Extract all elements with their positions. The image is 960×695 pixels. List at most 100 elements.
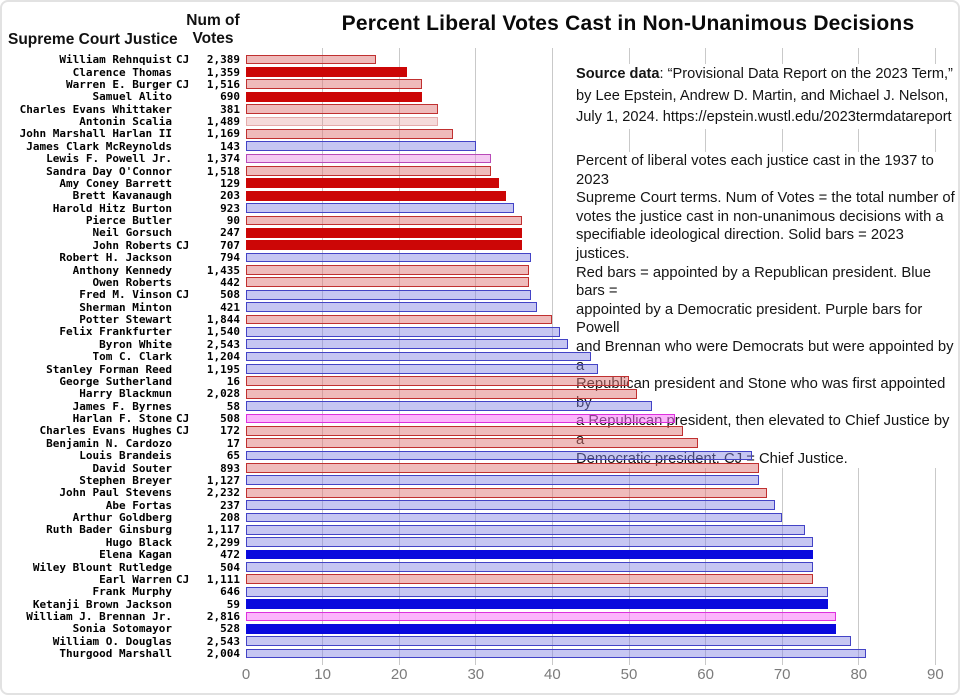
justice-row: Pierce Butler 90 [2, 214, 240, 227]
percent-bar [246, 227, 522, 238]
justice-name: Samuel Alito [92, 90, 172, 104]
justice-row: Warren E. Burger CJ 1,516 [2, 78, 240, 91]
justice-row: Stanley Forman Reed 1,195 [2, 363, 240, 376]
justice-row: Harlan F. Stone CJ 508 [2, 412, 240, 426]
votes-count: 1,844 [206, 313, 240, 327]
justice-name: Clarence Thomas [72, 65, 172, 79]
percent-bar [246, 240, 522, 251]
justice-name: James Clark McReynolds [26, 139, 172, 153]
justice-name: Sherman Minton [79, 300, 172, 314]
percent-bar [246, 438, 698, 449]
votes-count: 247 [220, 226, 240, 240]
votes-count: 421 [220, 300, 240, 314]
votes-count: 794 [220, 251, 240, 265]
percent-bar [246, 425, 683, 436]
source-note-label: Source data [576, 66, 660, 82]
votes-count: 2,004 [206, 647, 240, 661]
percent-bar [246, 289, 531, 300]
x-axis-tick-label: 30 [467, 666, 485, 683]
justice-name: Lewis F. Powell Jr. [46, 152, 172, 166]
justice-row: Sandra Day O'Connor 1,518 [2, 164, 240, 178]
percent-bar [246, 277, 530, 288]
justice-name: James F. Byrnes [72, 399, 172, 413]
justice-row: Wiley Blount Rutledge 504 [2, 560, 240, 574]
percent-bar [246, 413, 675, 424]
votes-count: 143 [220, 139, 240, 153]
justice-row: James F. Byrnes 58 [2, 399, 240, 413]
justice-row: Elena Kagan 472 [2, 548, 240, 561]
percent-bar [246, 512, 783, 523]
justice-name: Brett Kavanaugh [72, 189, 172, 203]
chief-justice-marker: CJ [176, 238, 190, 252]
justice-row: Clarence Thomas 1,359 [2, 65, 240, 79]
justice-name: Byron White [99, 337, 172, 351]
percent-bar [246, 636, 852, 647]
votes-count: 2,543 [206, 634, 240, 648]
percent-bar [246, 302, 538, 312]
justice-name: Wiley Blount Rutledge [32, 560, 172, 574]
chief-justice-marker: CJ [176, 53, 190, 67]
votes-count: 237 [220, 498, 240, 512]
justice-name: Amy Coney Barrett [59, 176, 172, 190]
votes-count: 508 [220, 412, 240, 426]
percent-bar [246, 463, 760, 473]
justice-name: Louis Brandeis [79, 449, 172, 463]
gridline [475, 48, 477, 665]
votes-count: 1,127 [206, 473, 240, 487]
justice-row: Lewis F. Powell Jr. 1,374 [2, 152, 240, 166]
justice-row: Frank Murphy 646 [2, 585, 240, 599]
gridline [398, 48, 400, 665]
chart-title: Percent Liberal Votes Cast in Non-Unanim… [341, 12, 915, 35]
justice-row: Robert H. Jackson 794 [2, 251, 240, 265]
percent-bar [246, 599, 829, 609]
justice-name: Robert H. Jackson [59, 251, 172, 265]
percent-bar [246, 500, 775, 510]
chief-justice-marker: CJ [176, 288, 190, 302]
votes-count: 1,518 [206, 164, 240, 178]
source-note: Source data: “Provisional Data Report on… [576, 64, 956, 129]
justice-row: Byron White 2,543 [2, 337, 240, 351]
justice-row: George Sutherland 16 [2, 374, 240, 388]
x-axis-tick-label: 60 [697, 666, 714, 683]
percent-bar [246, 574, 813, 585]
x-axis-tick-label: 90 [927, 666, 944, 683]
percent-bar [246, 648, 867, 659]
justice-row: Brett Kavanaugh 203 [2, 189, 240, 203]
x-axis-tick-label: 50 [620, 666, 638, 683]
justice-row: Arthur Goldberg 208 [2, 511, 240, 524]
x-axis-tick-label: 20 [390, 666, 408, 683]
percent-bar [246, 623, 836, 634]
votes-count: 646 [220, 585, 240, 599]
justice-name: David Souter [92, 461, 172, 475]
votes-count: 1,374 [206, 152, 240, 166]
votes-count: 1,204 [206, 350, 240, 364]
justice-row: Harold Hitz Burton 923 [2, 201, 240, 215]
x-axis-tick-label: 80 [850, 666, 868, 683]
justice-name: Neil Gorsuch [92, 226, 172, 240]
votes-count: 2,816 [206, 610, 240, 624]
votes-count: 690 [220, 90, 240, 104]
percent-bar [246, 450, 752, 461]
votes-count: 508 [220, 288, 240, 302]
justice-row: Louis Brandeis 65 [2, 449, 240, 463]
gridline [322, 48, 324, 665]
justice-row: William O. Douglas 2,543 [2, 634, 240, 648]
justice-name: Frank Murphy [92, 585, 172, 599]
justice-row: John Roberts CJ 707 [2, 238, 240, 252]
percent-bar [246, 562, 813, 572]
justice-row: Ketanji Brown Jackson 59 [2, 597, 240, 611]
votes-count: 65 [226, 449, 240, 463]
percent-bar [246, 252, 531, 263]
justice-row: Abe Fortas 237 [2, 498, 240, 512]
justice-name: Tom C. Clark [92, 350, 172, 364]
percent-bar [246, 190, 507, 201]
votes-count: 923 [220, 201, 240, 215]
percent-bar [246, 178, 499, 189]
percent-bar [246, 166, 492, 176]
justice-row: Hugo Black 2,299 [2, 536, 240, 549]
votes-count: 59 [226, 597, 240, 611]
percent-bar [246, 153, 492, 164]
chief-justice-marker: CJ [176, 412, 190, 426]
justice-name: George Sutherland [59, 374, 172, 388]
